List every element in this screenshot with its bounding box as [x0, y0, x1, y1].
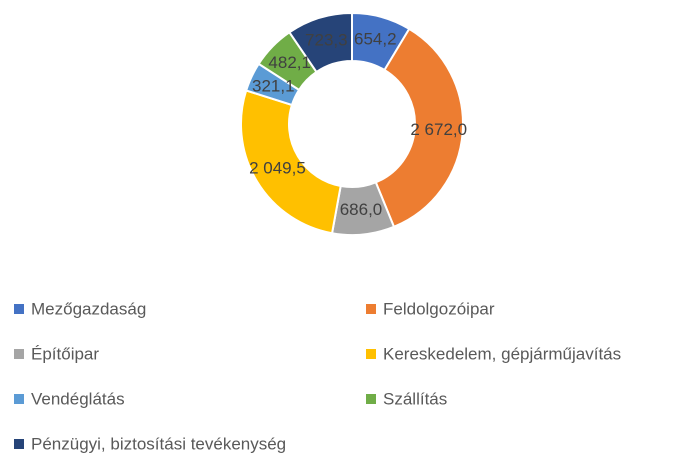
data-label: 321,1	[252, 76, 295, 95]
legend-label: Mezőgazdaság	[31, 299, 146, 318]
legend-label: Építőipar	[31, 344, 99, 363]
legend-label: Feldolgozóipar	[383, 299, 495, 318]
donut-slice	[288, 11, 353, 74]
legend-label: Kereskedelem, gépjárműjavítás	[383, 344, 621, 363]
legend-label: Vendéglátás	[31, 389, 125, 408]
data-label: 482,1	[268, 53, 311, 72]
data-label: 686,0	[340, 200, 383, 219]
data-label: 2 672,0	[410, 120, 467, 139]
legend-swatch	[366, 394, 376, 404]
data-label: 723,3	[305, 30, 348, 49]
legend-label: Szállítás	[383, 389, 447, 408]
data-label: 654,2	[354, 30, 397, 49]
legend-swatch	[366, 304, 376, 314]
legend-swatch	[14, 394, 24, 404]
donut-slice	[240, 89, 342, 235]
legend-label: Pénzügyi, biztosítási tevékenység	[31, 434, 286, 453]
data-label: 2 049,5	[249, 158, 306, 177]
donut-slice	[374, 27, 464, 229]
legend-swatch	[14, 439, 24, 449]
legend-swatch	[14, 304, 24, 314]
legend-swatch	[366, 349, 376, 359]
legend-swatch	[14, 349, 24, 359]
